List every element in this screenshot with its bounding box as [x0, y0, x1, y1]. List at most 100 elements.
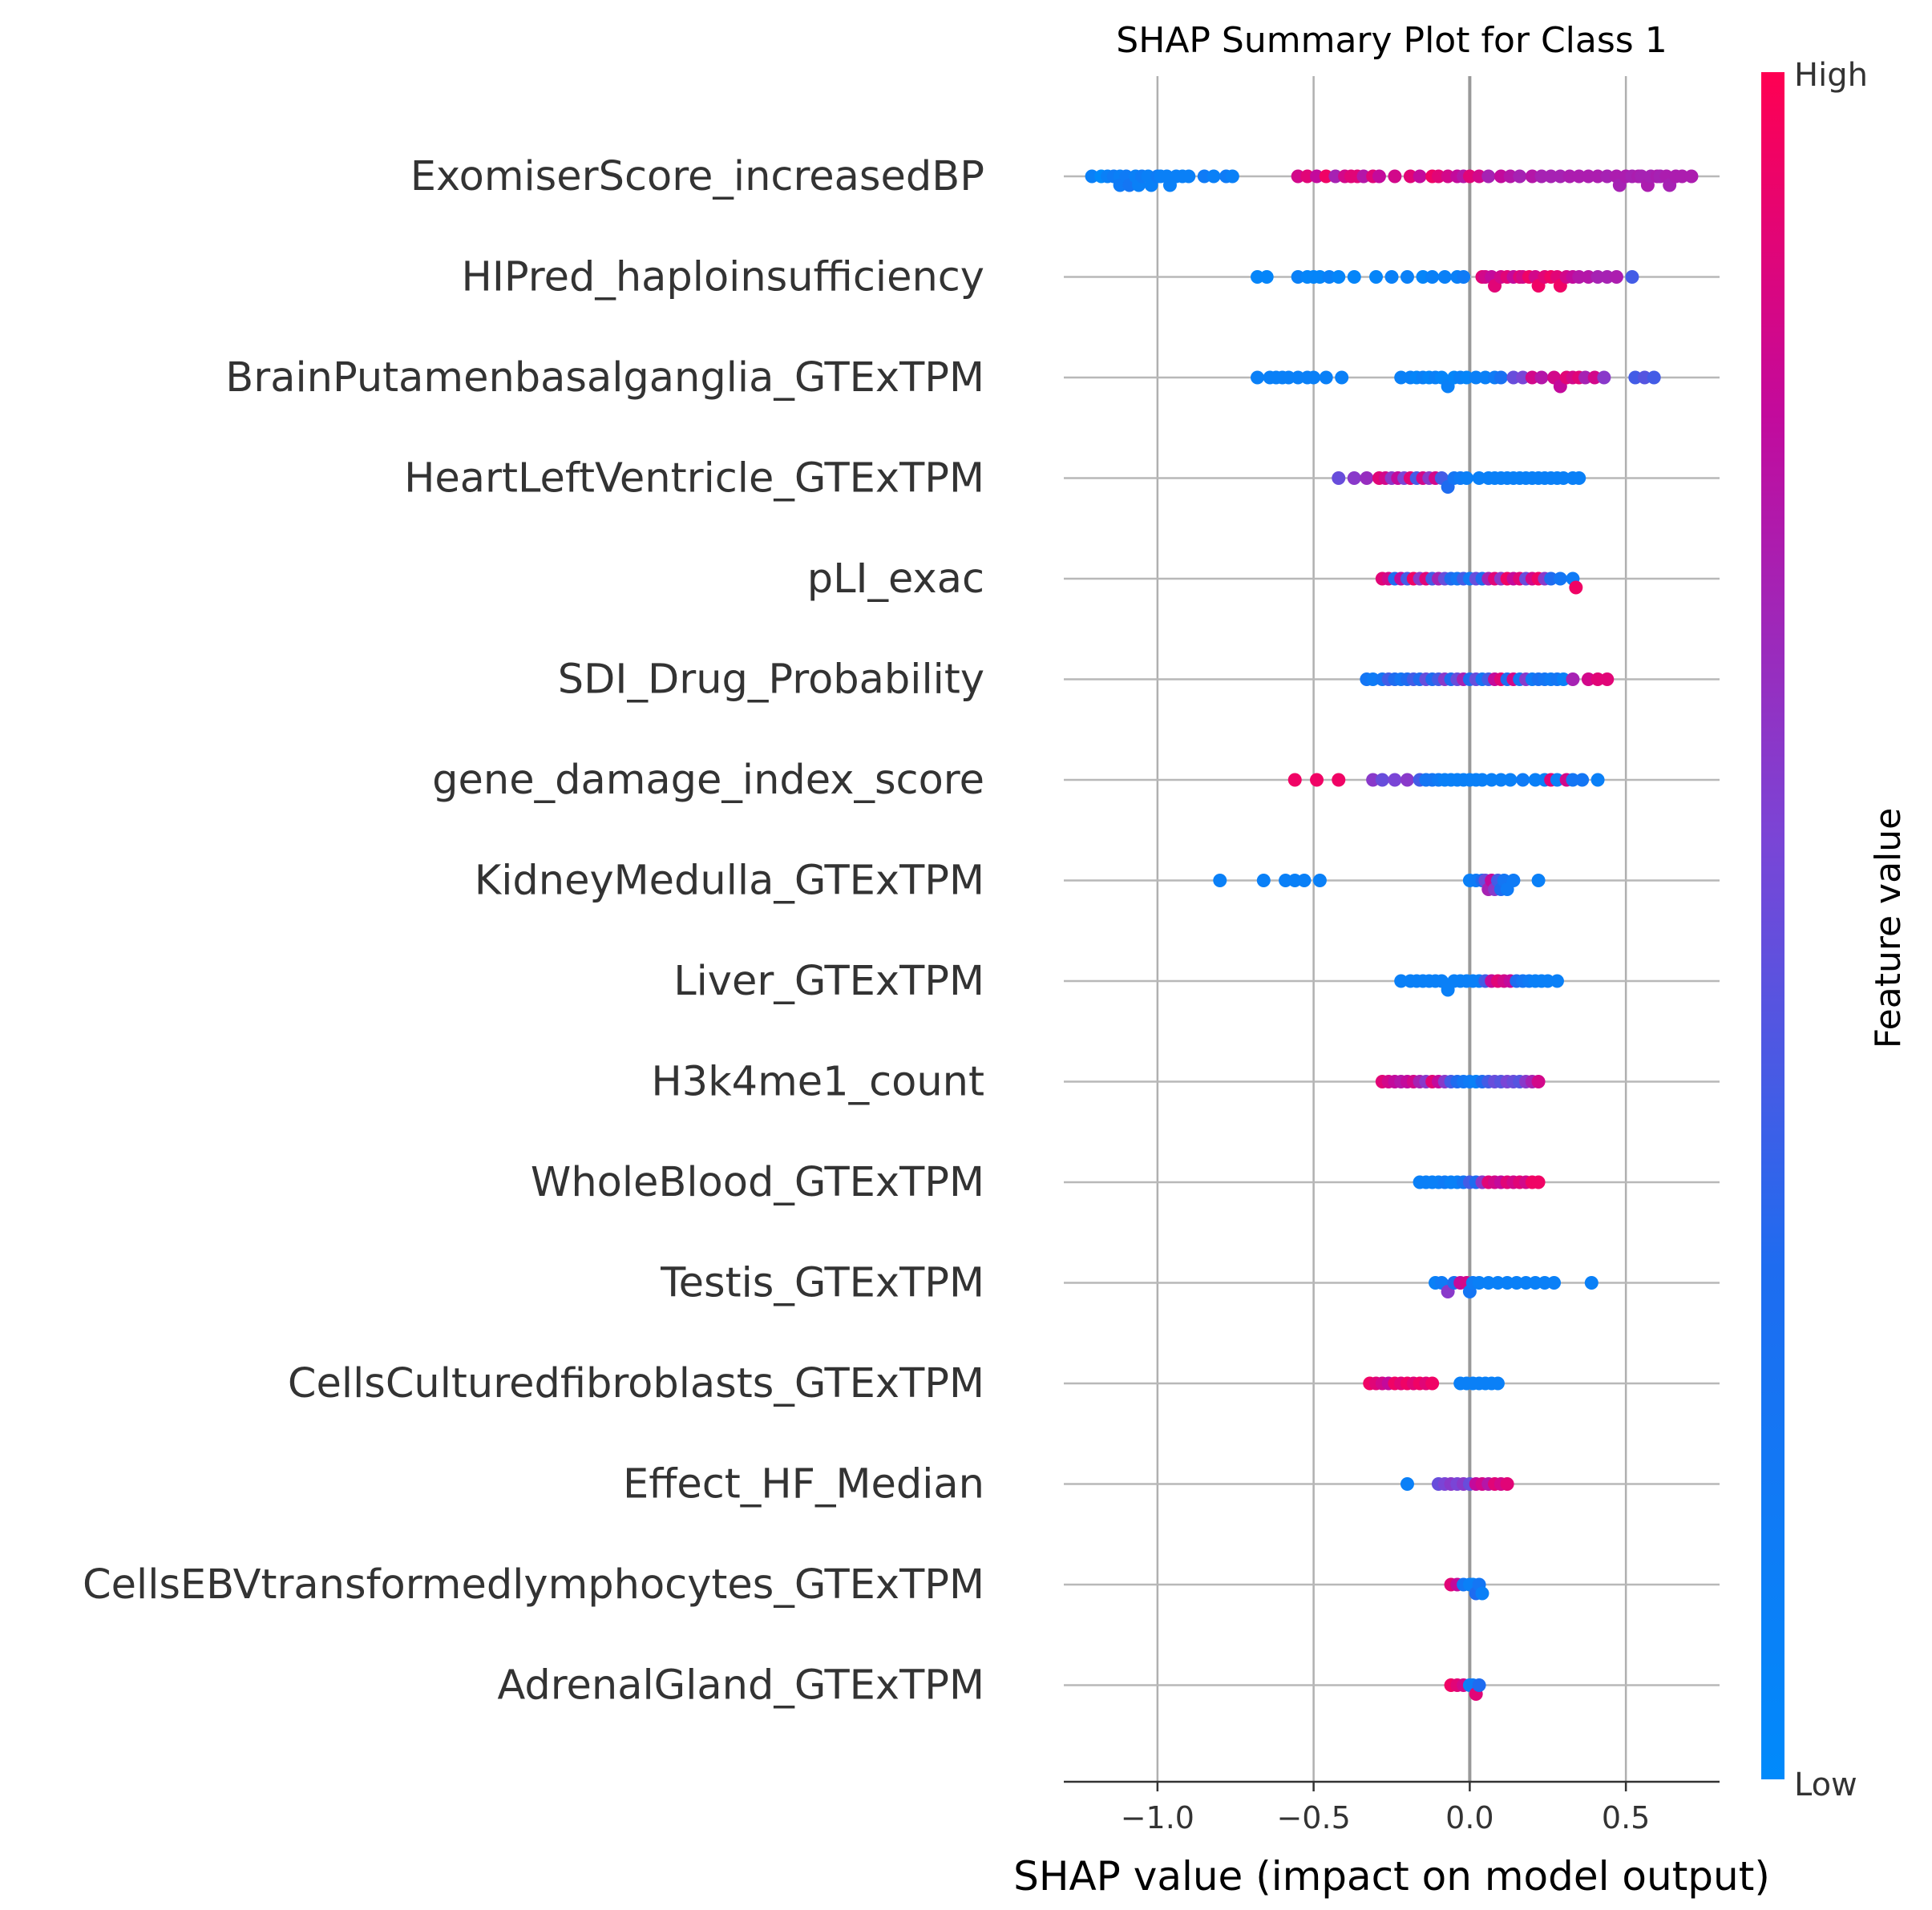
- shap-point: [1609, 270, 1623, 284]
- feature-label: HIPred_haploinsufficiency: [462, 254, 985, 301]
- shap-point: [1356, 169, 1371, 184]
- feature-label: H3k4me1_count: [651, 1059, 984, 1106]
- shap-point: [1472, 169, 1486, 184]
- shap-point: [1416, 270, 1430, 284]
- x-tick-label: 0.5: [1602, 1800, 1650, 1835]
- shap-point: [1369, 270, 1384, 284]
- shap-point: [1481, 1276, 1496, 1290]
- shap-point: [1322, 270, 1336, 284]
- shap-point: [1319, 169, 1333, 184]
- shap-point: [1475, 773, 1489, 787]
- shap-point: [1569, 580, 1583, 595]
- shap-point: [1547, 1276, 1562, 1290]
- shap-point: [1493, 773, 1508, 787]
- shap-point: [1590, 672, 1605, 686]
- feature-label: gene_damage_index_score: [432, 757, 984, 804]
- shap-point: [1590, 169, 1605, 184]
- shap-point: [1225, 169, 1239, 184]
- colorbar-title: Feature value: [1868, 808, 1909, 1048]
- shap-point: [1366, 773, 1380, 787]
- shap-point: [1347, 471, 1361, 485]
- shap-point: [1531, 1075, 1546, 1088]
- feature-label: CellsCulturedfibroblasts_GTExTPM: [288, 1360, 984, 1407]
- feature-label: HeartLeftVentricle_GTExTPM: [404, 455, 984, 503]
- shap-point: [1472, 471, 1486, 485]
- shap-point: [1394, 370, 1409, 385]
- shap-point: [1319, 370, 1333, 385]
- shap-point: [1575, 773, 1590, 787]
- shap-point: [1647, 370, 1661, 385]
- shap-point: [1628, 370, 1643, 385]
- shap-point: [1534, 370, 1549, 385]
- colorbar: [1761, 72, 1784, 1779]
- shap-point: [1566, 672, 1580, 686]
- shap-point: [1312, 270, 1327, 284]
- feature-label: BrainPutamenbasalganglia_GTExTPM: [225, 354, 984, 402]
- shap-point: [1581, 270, 1595, 284]
- shap-point: [1332, 471, 1346, 485]
- feature-labels: ExomiserScore_increasedBP HIPred_haploins…: [83, 153, 984, 1710]
- shap-point: [1525, 370, 1539, 385]
- shap-point: [1312, 874, 1327, 887]
- shap-point: [1472, 1276, 1486, 1290]
- shap-point: [1459, 471, 1473, 485]
- shap-point: [1625, 270, 1639, 284]
- shap-point: [1388, 773, 1402, 787]
- shap-point: [1500, 1276, 1514, 1290]
- shap-point: [1441, 169, 1455, 184]
- shap-point: [1493, 370, 1508, 385]
- vertical-gridlines: [1156, 76, 1627, 1782]
- shap-point: [1375, 773, 1389, 787]
- shap-point: [1581, 672, 1595, 686]
- shap-point: [1394, 974, 1409, 988]
- shap-point: [1510, 1276, 1524, 1290]
- x-axis-ticks: −1.0 −0.5 0.0 0.5: [1121, 1782, 1650, 1835]
- x-axis-label: SHAP value (impact on model output): [1013, 1853, 1770, 1900]
- shap-point: [1213, 874, 1227, 887]
- shap-point: [1544, 571, 1558, 586]
- shap-point: [1469, 370, 1483, 385]
- shap-point: [1259, 270, 1274, 284]
- shap-point: [1437, 270, 1452, 284]
- shap-point: [1485, 773, 1499, 787]
- shap-point: [1307, 370, 1321, 385]
- shap-point: [1297, 874, 1312, 887]
- shap-point: [1400, 270, 1414, 284]
- shap-point: [1291, 370, 1305, 385]
- shap-point: [1531, 874, 1546, 887]
- x-tick-label: −0.5: [1276, 1800, 1350, 1835]
- shap-point: [1600, 270, 1615, 284]
- shap-point: [1503, 773, 1518, 787]
- shap-point: [1287, 773, 1302, 787]
- shap-point: [1472, 1678, 1486, 1692]
- shap-point: [1085, 169, 1099, 184]
- x-tick-label: −1.0: [1121, 1800, 1194, 1835]
- shap-point: [1638, 370, 1652, 385]
- colorbar-low-label: Low: [1794, 1767, 1857, 1803]
- shap-point: [1590, 773, 1605, 787]
- shap-point: [1400, 773, 1414, 787]
- feature-label: Testis_GTExTPM: [660, 1260, 984, 1307]
- shap-point: [1291, 270, 1305, 284]
- shap-point: [1500, 1477, 1514, 1491]
- shap-point: [1587, 370, 1602, 385]
- shap-point: [1584, 1276, 1599, 1290]
- shap-point: [1553, 571, 1567, 586]
- feature-label: ExomiserScore_increasedBP: [410, 153, 984, 200]
- shap-point: [1281, 370, 1295, 385]
- shap-point: [1590, 270, 1605, 284]
- shap-point: [1251, 270, 1265, 284]
- shap-point: [1182, 169, 1196, 184]
- shap-point: [1490, 1276, 1505, 1290]
- shap-point: [1279, 874, 1293, 887]
- shap-point: [1425, 270, 1440, 284]
- shap-point: [1493, 169, 1508, 184]
- shap-point: [1459, 370, 1473, 385]
- shap-point: [1600, 672, 1615, 686]
- shap-point: [1572, 270, 1586, 284]
- shap-point: [1332, 270, 1346, 284]
- feature-label: WholeBlood_GTExTPM: [531, 1159, 984, 1206]
- shap-point: [1256, 874, 1271, 887]
- shap-point: [1556, 471, 1570, 485]
